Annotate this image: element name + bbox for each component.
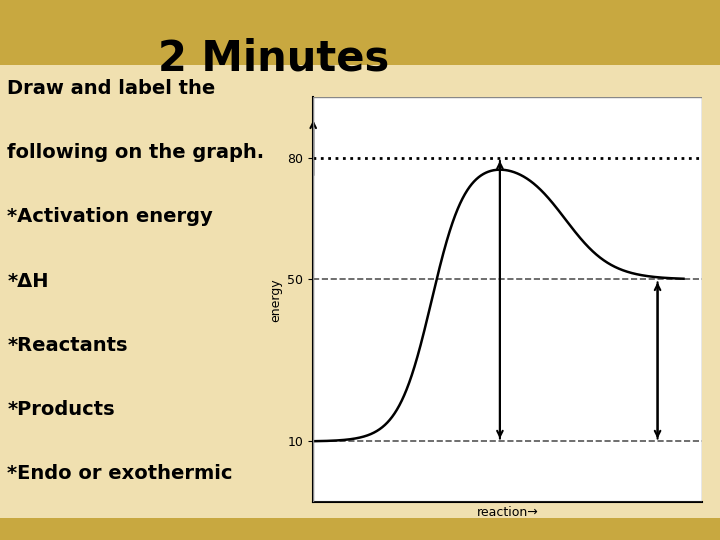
- X-axis label: reaction→: reaction→: [477, 507, 539, 519]
- Text: *Reactants: *Reactants: [7, 336, 127, 355]
- Y-axis label: energy: energy: [269, 278, 282, 321]
- Text: *Activation energy: *Activation energy: [7, 207, 213, 226]
- Text: *ΔH: *ΔH: [7, 272, 49, 291]
- Text: 2 Minutes: 2 Minutes: [158, 38, 390, 80]
- Text: Draw and label the: Draw and label the: [7, 79, 215, 98]
- Bar: [313, 97, 702, 502]
- Text: *Endo or exothermic: *Endo or exothermic: [7, 464, 233, 483]
- Text: *Products: *Products: [7, 400, 114, 419]
- Text: following on the graph.: following on the graph.: [7, 143, 264, 162]
